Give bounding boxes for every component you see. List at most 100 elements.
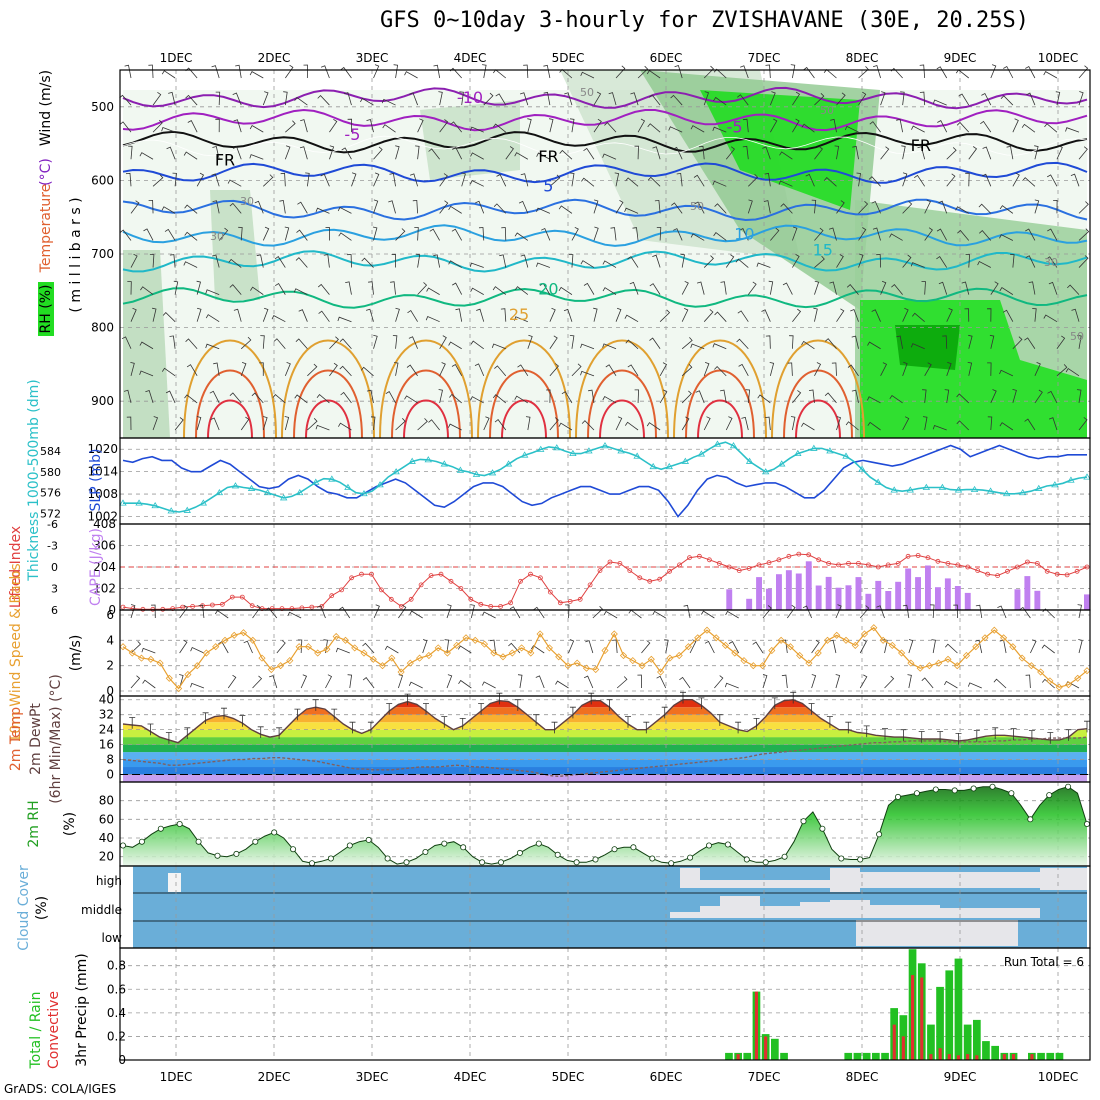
wind-marker	[221, 636, 229, 644]
wind-marker	[860, 630, 869, 638]
wind-barb	[628, 609, 642, 619]
wind-barb	[846, 284, 859, 295]
wind-marker	[805, 659, 813, 667]
rh-marker	[781, 853, 788, 860]
wind-barb	[439, 362, 446, 377]
wind-barb	[910, 262, 925, 268]
thickness-marker	[215, 488, 224, 496]
wind-barb	[300, 674, 308, 689]
wind-barb	[569, 172, 575, 187]
wind-barb	[559, 149, 573, 160]
wind-barb	[1078, 228, 1090, 241]
wind-barb	[373, 172, 380, 187]
wind-barb	[360, 366, 374, 377]
wind-barb	[1070, 173, 1080, 187]
wind-barb	[491, 343, 506, 350]
thickness-marker	[761, 468, 770, 475]
cape-bar	[746, 598, 753, 610]
minmax-bar	[973, 730, 980, 742]
wind-marker	[768, 646, 776, 655]
wind-barb	[530, 645, 545, 654]
rh-marker	[649, 855, 656, 862]
wind-barb	[789, 335, 794, 349]
wind-barb	[739, 228, 749, 241]
wind-barb	[588, 389, 595, 403]
wind-barb	[127, 281, 132, 295]
wind-barb	[829, 639, 837, 654]
precip-convective-bar	[1012, 1054, 1016, 1060]
warm-contour-1-0	[281, 339, 375, 439]
thickness-marker	[842, 452, 850, 459]
wind-barb	[161, 126, 176, 133]
warm-contour-5-1	[685, 369, 755, 439]
wind-barb	[747, 199, 753, 214]
li-marker	[209, 602, 215, 608]
wind-barb	[698, 145, 705, 160]
minmax-bar	[992, 727, 999, 739]
thickness-marker	[119, 499, 127, 506]
wind-barb	[152, 119, 163, 133]
wind-barb	[533, 606, 545, 619]
wind-barb	[190, 682, 205, 689]
wind-barb	[938, 281, 948, 295]
precip-total-bar	[862, 1052, 871, 1060]
wind-barb	[982, 146, 992, 160]
thickness-marker	[1002, 489, 1011, 497]
wind-barb	[742, 145, 749, 160]
li-marker	[885, 562, 891, 568]
wind-barb	[296, 229, 308, 241]
wind-barb	[1034, 145, 1039, 160]
minmax-bar	[533, 714, 540, 726]
cape-bar	[964, 592, 971, 610]
wind-barb	[561, 391, 573, 404]
precip-total-bar	[872, 1052, 880, 1060]
wind-barb	[814, 280, 820, 295]
wind-barb	[148, 199, 154, 214]
wind-barb	[385, 391, 396, 404]
wind-barb	[212, 200, 220, 214]
wind-barb	[149, 254, 155, 268]
wind-barb	[409, 173, 418, 187]
wind-barb	[389, 173, 396, 187]
cape-bar	[795, 573, 802, 610]
rh-marker	[120, 842, 127, 849]
rh-marker	[989, 783, 996, 790]
series-slp	[122, 444, 1087, 518]
wind-barb	[366, 389, 374, 404]
wind-barb	[320, 65, 330, 79]
wind-barb	[404, 71, 418, 79]
li-marker	[528, 571, 533, 577]
wind-barb	[993, 678, 1007, 689]
wind-barb	[262, 307, 269, 322]
wind-barb	[439, 335, 447, 349]
wind-marker	[564, 662, 572, 670]
cape-tick-1: 306	[93, 539, 116, 553]
wind-barb	[844, 125, 859, 133]
ylabel-temp-unit: (°C)	[38, 158, 54, 186]
wind-barb	[673, 228, 683, 241]
wind-marker	[165, 674, 173, 682]
wind-barb	[884, 675, 895, 689]
li-marker	[776, 557, 782, 563]
li-marker	[965, 564, 971, 570]
wind-barb	[130, 675, 141, 689]
wind-barb	[1056, 145, 1063, 160]
wind-barb	[1048, 281, 1058, 295]
wind-barb	[152, 416, 159, 431]
wind-marker	[443, 649, 451, 657]
cloud-block-2	[700, 880, 830, 888]
cloud-block-13	[940, 908, 1040, 918]
precip-tick-0.8: 0.8	[107, 959, 126, 973]
wind-barb	[581, 177, 595, 187]
wind-barb	[1002, 309, 1014, 322]
minmax-bar	[900, 729, 907, 741]
precip-total-bar	[936, 986, 944, 1060]
wind-barb	[489, 639, 497, 654]
thickness-marker	[1083, 473, 1091, 480]
wind-barb	[184, 204, 198, 214]
wind-barb	[1047, 228, 1058, 241]
wind-barb	[646, 422, 661, 431]
rh-marker	[176, 821, 183, 828]
date-label-top-10DEC: 10DEC	[1038, 51, 1078, 65]
wind-barb	[549, 118, 554, 133]
